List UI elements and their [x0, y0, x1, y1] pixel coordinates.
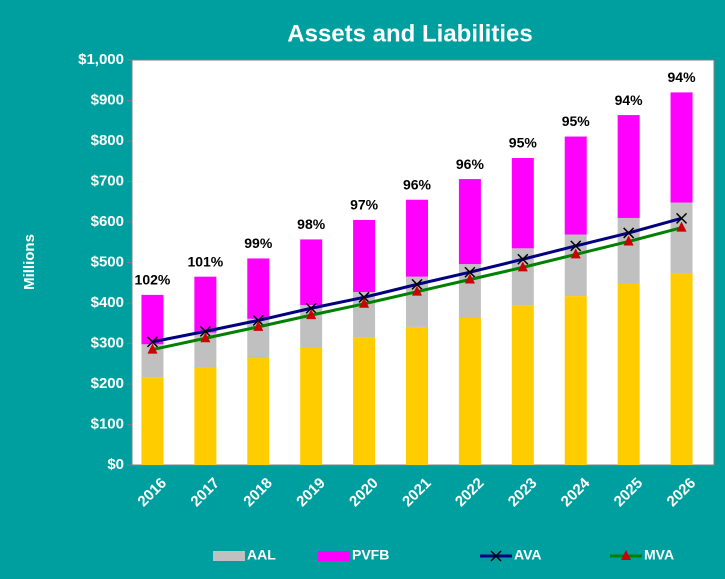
data-label: 102% [135, 272, 171, 288]
marker [306, 309, 317, 320]
bar-segment [458, 317, 481, 465]
bar-segment [511, 158, 534, 249]
marker [570, 240, 582, 252]
marker [147, 343, 158, 354]
bar-segment [617, 283, 640, 465]
data-label: 99% [244, 235, 273, 251]
marker [199, 325, 211, 337]
bar-segment [141, 294, 164, 345]
legend-swatch [318, 551, 350, 561]
marker [200, 332, 211, 343]
marker [623, 227, 635, 239]
marker [146, 336, 158, 348]
chart-title: Assets and Liabilities [287, 20, 532, 47]
y-tick-label: $300 [91, 334, 124, 351]
y-tick-label: $100 [91, 415, 124, 432]
legend-label: PVFB [352, 547, 389, 563]
bar-segment [406, 199, 428, 277]
data-label: 96% [403, 176, 432, 192]
marker [411, 278, 423, 290]
marker [676, 212, 688, 224]
bar-segment [247, 358, 270, 465]
bar-segment [141, 344, 164, 378]
y-tick-label: $700 [91, 172, 124, 189]
data-label: 97% [350, 197, 379, 213]
data-label: 96% [456, 156, 485, 172]
data-label: 95% [509, 135, 538, 151]
bar-segment [353, 337, 376, 465]
bar-segment [194, 366, 217, 465]
bar-segment [353, 219, 376, 293]
marker [464, 273, 475, 284]
legend-label: MVA [644, 547, 674, 563]
y-axis-label: Millions [21, 234, 38, 290]
data-label: 98% [297, 216, 326, 232]
legend-marker [490, 550, 502, 562]
marker [570, 248, 581, 259]
bar-segment [617, 217, 640, 284]
bar-segment [300, 347, 323, 465]
bar-segment [670, 202, 693, 274]
marker [359, 297, 370, 308]
y-tick-label: $900 [91, 91, 124, 108]
marker [517, 261, 528, 272]
legend-swatch [213, 551, 245, 561]
data-label: 94% [615, 92, 644, 108]
data-label: 94% [668, 69, 697, 85]
bar-segment [670, 92, 693, 203]
bar-segment [564, 234, 587, 297]
marker [412, 285, 422, 296]
marker [358, 291, 370, 303]
marker [623, 235, 634, 246]
bar-segment [511, 248, 534, 306]
bar-segment [194, 276, 217, 333]
y-tick-label: $1,000 [78, 51, 124, 68]
y-tick-label: $200 [91, 375, 124, 392]
y-tick-label: $400 [91, 294, 124, 311]
bar-segment [141, 377, 164, 465]
marker [676, 221, 687, 232]
bar-segment [300, 239, 323, 306]
legend-label: AAL [247, 547, 276, 563]
y-tick-label: $500 [91, 253, 124, 270]
bar-segment [511, 305, 534, 465]
bar-segment [406, 326, 428, 465]
y-tick-label: $600 [91, 213, 124, 230]
data-label: 101% [187, 253, 223, 269]
marker [517, 253, 529, 265]
data-label: 95% [562, 113, 591, 129]
legend-marker [621, 550, 631, 560]
marker [252, 314, 264, 326]
bar-segment [670, 273, 693, 465]
bar-segment [564, 136, 587, 235]
bar-segment [194, 332, 217, 367]
marker [253, 320, 264, 331]
marker [464, 266, 476, 278]
y-tick-label: $800 [91, 132, 124, 149]
bar-segment [617, 115, 640, 218]
bar-segment [247, 258, 270, 319]
marker [305, 302, 317, 314]
y-tick-label: $0 [107, 456, 124, 473]
bar-segment [458, 179, 481, 265]
legend-label: AVA [514, 547, 541, 563]
bar-segment [564, 296, 587, 465]
